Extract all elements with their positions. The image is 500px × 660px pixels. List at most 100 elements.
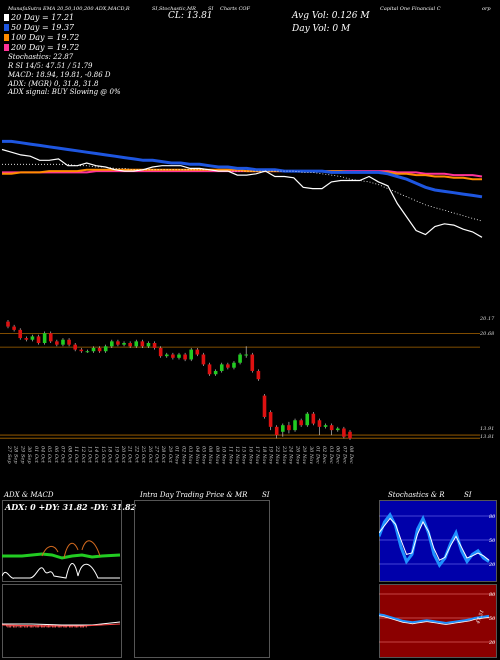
adx-panel	[2, 500, 122, 582]
date-tick: 24 Nov	[288, 445, 294, 464]
date-tick: 08 Oct	[66, 446, 72, 464]
candle-body	[287, 425, 291, 431]
date-tick: 28 Oct	[160, 445, 166, 464]
candle-body	[311, 413, 316, 424]
stoch-tick-20: 20	[488, 562, 496, 568]
candle-body	[232, 362, 236, 368]
date-tick: 08 Nov	[207, 446, 213, 464]
ticker-label: Charts COF	[220, 6, 250, 12]
date-tick: 03 Nov	[187, 446, 193, 464]
macd-line	[2, 621, 121, 626]
macd-bar	[15, 625, 17, 628]
date-tick: 18 Nov	[261, 446, 267, 464]
stochastics-readout: Stochastics: 22.87	[8, 53, 74, 61]
intraday-panel-title2: SI	[262, 491, 270, 499]
legend-label-20: 20 Day = 17.21	[11, 12, 75, 22]
date-tick: 07 Dec	[341, 446, 347, 464]
candle-body	[152, 343, 157, 348]
date-tick: 27 Oct	[154, 445, 160, 464]
legend-swatch-20	[4, 13, 9, 21]
date-tick: 12 Oct	[80, 446, 86, 464]
candlesticks	[6, 320, 352, 440]
stoch-d-line	[379, 517, 490, 561]
date-axis: 27 Sep 28 Sep 29 Sep 30 Sep 01 Oct 04 Oct 05 O…	[6, 445, 354, 464]
candle-body	[134, 341, 139, 347]
date-tick: 27 Sep	[6, 445, 12, 464]
stoch-panel-title: Stochastics & R	[388, 491, 445, 499]
ma-legend: 20 Day = 17.21 50 Day = 19.37 100 Day = …	[4, 12, 79, 52]
rsi-readout: R SI 14/5: 47.51 / 51.79	[8, 62, 93, 70]
stoch-chart: 80 50 20	[379, 511, 496, 569]
date-tick: 19 Nov	[268, 446, 274, 464]
candle-body	[91, 347, 96, 352]
date-tick: 02 Nov	[180, 446, 186, 464]
candle-body	[329, 425, 334, 431]
date-tick: 29 Nov	[301, 445, 307, 464]
date-tick: 21 Oct	[127, 445, 133, 464]
macd-signal-line	[2, 623, 121, 627]
moving-average-lines	[1, 139, 483, 238]
date-tick: 06 Dec	[335, 446, 341, 464]
close-price-line	[1, 148, 483, 238]
price-label-20-17: 20.17	[480, 316, 495, 322]
candle-body	[250, 354, 255, 371]
date-tick: 22 Oct	[133, 445, 139, 464]
adx-signal-readout: ADX signal: BUY Slowing @ 0%	[8, 88, 121, 96]
date-tick: 22 Nov	[274, 445, 280, 464]
close-price: CL: 13.81	[168, 11, 213, 21]
macd-bar	[14, 625, 16, 628]
macd-bar	[25, 625, 27, 628]
legend-swatch-100	[4, 33, 9, 41]
header-top-line: MunafaSutra EMA 20,50,100,200 ADX,MACD,R	[8, 6, 130, 12]
candle-body	[274, 426, 279, 436]
rsi-chart: 80 50 20 47.51	[379, 592, 496, 646]
candle-body	[30, 336, 35, 340]
sma20-dotted-line	[2, 163, 483, 222]
candle-body	[158, 347, 163, 357]
adx-orange-line	[41, 540, 101, 559]
candle-body	[140, 341, 145, 347]
date-tick: 20 Oct	[120, 445, 126, 464]
header-title-mid: SI,Stochastic,MR	[152, 6, 196, 12]
rsi-line-white	[379, 615, 490, 625]
legend-swatch-200	[4, 43, 9, 51]
candle-body	[85, 351, 90, 353]
macd-chart	[2, 621, 121, 628]
candle-body	[55, 341, 59, 345]
candle-body	[244, 354, 248, 356]
macd-bar	[10, 625, 12, 628]
candle-body	[213, 370, 218, 375]
rsi-tick-50: 50	[489, 616, 496, 622]
candle-body	[335, 428, 340, 431]
adx-panel-title: ADX & MACD	[4, 491, 54, 499]
candle-body	[195, 349, 200, 355]
candle-body	[201, 354, 206, 365]
candle-body	[146, 343, 151, 347]
day-volume: Day Vol: 0 M	[292, 24, 351, 34]
legend-label-100: 100 Day = 19.72	[11, 32, 80, 42]
macd-bar	[13, 625, 14, 628]
date-tick: 15 Oct	[100, 446, 106, 464]
candle-body	[110, 341, 114, 347]
date-tick: 07 Oct	[60, 446, 66, 464]
adx-values: ADX: 0 +DY: 31.82 -DY: 31.82	[5, 502, 137, 512]
date-tick: 05 Nov	[200, 446, 206, 464]
macd-bar	[7, 625, 9, 628]
date-tick: 04 Oct	[40, 446, 46, 464]
date-tick: 03 Dec	[328, 446, 334, 464]
candle-body	[226, 364, 230, 368]
macd-panel	[2, 584, 122, 658]
candle-body	[48, 333, 53, 342]
price-label-13-91: 13.91	[480, 426, 495, 432]
candle-body	[268, 412, 273, 427]
candle-body	[207, 364, 212, 375]
date-tick: 02 Dec	[321, 446, 327, 464]
candle-body	[256, 370, 261, 380]
date-tick: 04 Nov	[194, 446, 200, 464]
candle-body	[281, 425, 285, 432]
date-tick: 06 Oct	[53, 446, 59, 464]
candle-body	[6, 321, 10, 327]
macd-readout: MACD: 18.94, 19.81, -0.86 D	[8, 71, 111, 79]
candle-body	[299, 420, 303, 426]
legend-row-100: 100 Day = 19.72	[4, 32, 79, 42]
